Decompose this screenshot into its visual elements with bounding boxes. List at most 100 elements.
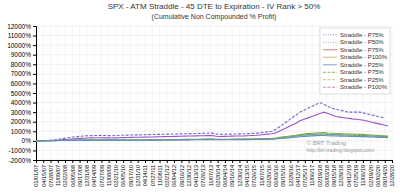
x-tick-mark [348,160,349,163]
grid-line-x [304,26,305,160]
y-tick-label: 0% [22,137,32,144]
x-tick: 11/06/17 [309,160,315,186]
legend-swatch [323,34,337,35]
x-tick: 06/05/10 [120,160,126,187]
x-tick: 11/07/13 [208,160,214,186]
x-tick: 04/14/11 [142,160,148,186]
y-tick: 11000% [8,32,36,39]
x-tick-label: 07/26/13 [200,165,206,187]
x-tick-mark [356,160,357,163]
legend-label: Straddle - P75% [340,47,384,53]
x-tick: 07/25/17 [302,160,308,187]
x-tick: 06/03/18 [324,160,330,187]
y-tick: 7000% [11,70,36,77]
x-tick-mark [167,160,168,163]
x-tick-mark [239,160,240,163]
x-tick: 02/19/18 [317,160,323,187]
x-tick-label: 12/29/18 [338,165,344,187]
annotation: http://brt-trading.blogspot.com/ [307,147,375,153]
legend-swatch [323,72,337,73]
legend-item: Straddle - P50% [323,39,384,45]
grid-line-x [43,26,44,160]
x-tick-mark [116,160,117,163]
x-tick: 12/31/08 [84,160,90,187]
x-tick: 04/12/17 [295,160,301,187]
x-tick-mark [392,160,393,163]
x-tick: 04/14/09 [91,160,97,187]
x-tick: 07/28/07 [48,160,54,187]
x-tick-label: 11/06/19 [360,165,366,186]
x-tick: 06/02/20 [375,160,381,187]
x-tick: 07/27/09 [99,160,105,187]
x-tick-mark [87,160,88,163]
x-tick-label: 07/27/09 [99,165,105,187]
x-tick: 02/20/14 [215,160,221,187]
x-tick-label: 07/25/17 [302,165,308,187]
x-tick: 07/26/15 [251,160,257,187]
x-tick-label: 02/19/20 [367,165,373,187]
legend-label: Straddle - P75% [340,69,384,75]
x-tick-mark [160,160,161,163]
x-tick-mark [94,160,95,163]
x-tick-mark [247,160,248,163]
x-tick-mark [152,160,153,163]
y-tick-mark [33,112,36,113]
x-tick-mark [225,160,226,163]
lines [36,103,388,141]
x-tick: 06/04/12 [171,160,177,187]
y-tick-mark [33,160,36,161]
y-tick-mark [33,55,36,56]
x-tick-mark [363,160,364,163]
x-tick-mark [276,160,277,163]
x-tick-mark [261,160,262,163]
x-tick-mark [210,160,211,163]
x-tick: 02/19/20 [367,160,373,187]
y-tick-label: 1000% [11,128,31,135]
y-tick-label: 3000% [11,109,31,116]
x-tick-label: 04/12/17 [295,165,301,187]
x-tick-label: 12/30/12 [186,165,192,187]
x-tick-mark [72,160,73,163]
y-axis: -2000%-1000%0%1000%2000%3000%4000%5000%6… [7,23,36,164]
title: SPX - ATM Straddle - 45 DTE to Expiratio… [108,2,321,11]
y-tick-mark [33,83,36,84]
x-tick: 09/14/20 [382,160,388,187]
x-tick: 12/29/16 [288,160,294,187]
x-tick-label: 12/31/10 [135,165,141,187]
y-tick-mark [33,103,36,104]
y-tick: 4000% [11,99,36,106]
y-tick-mark [33,122,36,123]
y-tick-label: 10000% [7,42,31,49]
x-tick-label: 04/15/07 [41,165,47,187]
x-tick-label: 09/17/10 [128,165,134,187]
x-tick-label: 07/28/07 [48,165,54,187]
x-tick-mark [65,160,66,163]
x-tick-label: 11/07/13 [208,165,214,186]
legend-box [320,28,390,94]
x-tick-label: 11/08/11 [157,165,163,186]
x-tick-mark [305,160,306,163]
legend-swatch [323,79,337,80]
y-tick-label: 6000% [11,80,31,87]
x-tick: 09/16/14 [229,160,235,187]
legend-label: Straddle - P100% [340,54,388,60]
x-tick-mark [36,160,37,163]
grid [36,26,392,160]
y-tick-label: 8000% [11,61,31,68]
x-axis-line [37,161,393,164]
x-tick-mark [174,160,175,163]
x-tick-label: 01/01/07 [33,165,39,187]
y-tick-mark [33,93,36,94]
legend-item: Straddle - P75% [323,69,384,75]
grid-line-y [36,102,392,103]
x-tick-mark [80,160,81,163]
legend-swatch [323,64,337,65]
y-tick-mark [33,26,36,27]
legend-label: Straddle - P100% [340,84,388,90]
x-tick-mark [101,160,102,163]
x-tick-mark [196,160,197,163]
grid-line-x [268,26,269,160]
x-tick-label: 02/21/12 [164,165,170,187]
legend-item: Straddle - P25% [323,77,384,83]
x-tick-mark [109,160,110,163]
